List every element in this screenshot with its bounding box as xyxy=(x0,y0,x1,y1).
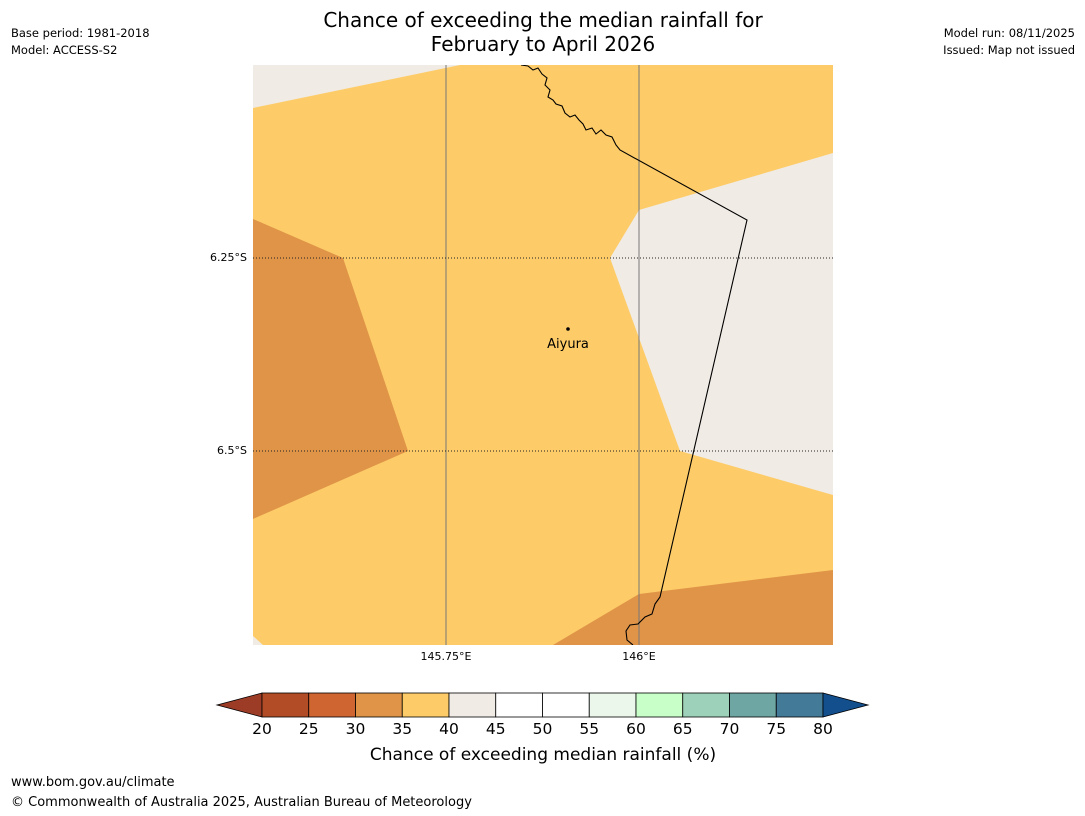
title-line-1: Chance of exceeding the median rainfall … xyxy=(323,8,763,32)
colorbar-over-arrow xyxy=(822,692,870,718)
colorbar-bin-65-70 xyxy=(682,692,730,718)
lon-label-145-75: 145.75°E xyxy=(420,650,472,663)
lat-label-6-25: 6.25°S xyxy=(210,251,247,264)
colorbar-tick-40: 40 xyxy=(439,720,459,738)
footer-url[interactable]: www.bom.gov.au/climate xyxy=(11,775,175,790)
metadata-right: Model run: 08/11/2025 Issued: Map not is… xyxy=(943,25,1075,59)
colorbar-tick-65: 65 xyxy=(672,720,693,738)
footer-copyright: © Commonwealth of Australia 2025, Austra… xyxy=(11,795,472,810)
colorbar-bin-25-30 xyxy=(308,692,356,718)
model-text: Model: ACCESS-S2 xyxy=(11,43,118,57)
colorbar-title: Chance of exceeding median rainfall (%) xyxy=(369,745,717,765)
colorbar-bin-35-40 xyxy=(401,692,450,718)
colorbar-tick-30: 30 xyxy=(345,720,366,738)
colorbar-bin-30-35 xyxy=(355,692,403,718)
colorbar-bin-70-75 xyxy=(729,692,777,718)
colorbar-tick-50: 50 xyxy=(532,720,553,738)
map-title: Chance of exceeding the median rainfall … xyxy=(243,8,843,56)
region-40-45-top-left xyxy=(253,65,460,108)
region-below-35-west xyxy=(253,219,408,519)
issued-text: Issued: Map not issued xyxy=(943,43,1075,57)
colorbar-tick-70: 70 xyxy=(719,720,740,738)
region-40-45-bottom-corner xyxy=(253,636,263,645)
aiyura-marker xyxy=(566,327,570,331)
colorbar-tick-80: 80 xyxy=(813,720,833,738)
colorbar-bin-50-55 xyxy=(542,692,590,718)
colorbar-bin-40-45 xyxy=(448,692,497,718)
colorbar-bin-60-65 xyxy=(635,692,684,718)
colorbar xyxy=(215,692,870,718)
lat-label-6-5: 6.5°S xyxy=(217,444,247,457)
colorbar-tick-75: 75 xyxy=(766,720,787,738)
region-below-35-south xyxy=(553,570,833,645)
province-boundary xyxy=(520,65,748,645)
colorbar-bin-75-80 xyxy=(775,692,824,718)
colorbar-tick-45: 45 xyxy=(485,720,506,738)
metadata-left: Base period: 1981-2018 Model: ACCESS-S2 xyxy=(11,25,150,59)
lon-label-146: 146°E xyxy=(622,650,656,663)
colorbar-bin-45-50 xyxy=(495,692,543,718)
base-period-text: Base period: 1981-2018 xyxy=(11,26,150,40)
colorbar-tick-25: 25 xyxy=(298,720,319,738)
aiyura-label: Aiyura xyxy=(547,337,589,352)
colorbar-tick-55: 55 xyxy=(579,720,600,738)
colorbar-under-arrow xyxy=(215,692,263,718)
colorbar-bin-55-60 xyxy=(588,692,637,718)
colorbar-bin-20-25 xyxy=(261,692,310,718)
title-line-2: February to April 2026 xyxy=(430,32,656,56)
colorbar-tick-60: 60 xyxy=(626,720,646,738)
colorbar-tick-35: 35 xyxy=(392,720,413,738)
colorbar-tick-20: 20 xyxy=(252,720,272,738)
model-run-text: Model run: 08/11/2025 xyxy=(943,26,1075,40)
region-40-45-east xyxy=(610,153,833,495)
